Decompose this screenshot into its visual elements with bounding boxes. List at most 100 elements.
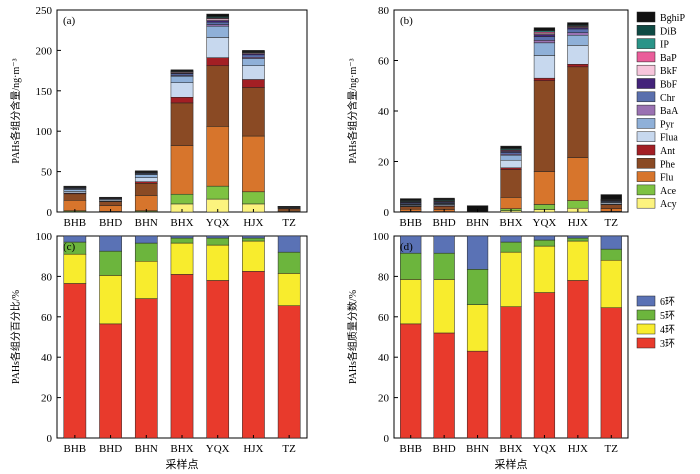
bar-segment-bhb-4环 [400, 279, 422, 325]
x-tick-label: BHB [64, 443, 87, 455]
legend-swatch-ring-1 [636, 295, 656, 307]
y-tick-label: 40 [41, 352, 53, 364]
legend-label-bap: BaP [660, 53, 677, 64]
bar-segment-bhx-bghip [170, 69, 194, 72]
bar-segment-hjx-flu [242, 135, 265, 193]
bar-segment-bhd-4环 [99, 275, 122, 325]
bar-segment-tz-5环 [600, 248, 622, 261]
bar-segment-hjx-phe [242, 87, 265, 137]
bar-segment-yqx-3环 [533, 292, 556, 439]
bar-segment-yqx-pyr [206, 25, 230, 38]
x-tick-label: BHN [135, 217, 158, 229]
legend-swatch-phe [636, 158, 656, 169]
bar-segment-bhx-phe [170, 102, 194, 146]
x-tick-label: YQX [533, 217, 557, 229]
bar-segment-bhd-bghip [433, 197, 455, 200]
legend-label-baa: BaA [660, 106, 679, 117]
x-tick-label: BHX [499, 443, 522, 455]
legend-label-ring-2: 5环 [660, 311, 675, 322]
bar-segment-bhb-phe [400, 206, 422, 210]
y-tick-label: 100 [36, 126, 53, 138]
x-tick-label: BHD [433, 443, 456, 455]
bar-segment-hjx-4环 [242, 240, 265, 272]
y-tick-label: 150 [36, 86, 53, 98]
bar-segment-hjx-5环 [567, 237, 589, 242]
y-tick-label: 80 [378, 5, 390, 17]
bar-segment-bhx-flua [500, 159, 522, 169]
x-tick-label: BHD [99, 443, 122, 455]
bar-segment-tz-bghip [600, 194, 622, 200]
bar-segment-hjx-bghip [567, 22, 589, 26]
y-tick-label: 20 [378, 393, 390, 405]
legend-swatch-ace [636, 184, 656, 196]
bar-segment-bhd-4环 [433, 279, 455, 334]
bar-segment-hjx-ace [242, 191, 265, 205]
panel-label: (c) [63, 241, 76, 253]
bar-segment-hjx-phe [567, 66, 589, 158]
legend-swatch-ip [636, 38, 656, 49]
y-axis-label: PAHs各组分含量/ng·m⁻³ [346, 58, 359, 163]
y-axis-label: PAHs各组分含量/ng·m⁻³ [9, 58, 22, 163]
x-tick-label: TZ [282, 443, 296, 455]
bar-segment-bhb-5环 [400, 252, 422, 280]
y-tick-label: 50 [41, 167, 53, 179]
chart-panel-1: 0 50 100 150 200 250 BHB BHD BHN BHX YQX HJX TZ (a) PA… [9, 5, 308, 229]
bar-segment-yqx-phe [206, 65, 230, 127]
legend-label-ring-1: 6环 [660, 297, 675, 308]
bar-segment-hjx-pyr [242, 58, 265, 67]
x-tick-label: BHN [466, 217, 489, 229]
legend-label-ring-4: 3环 [660, 339, 675, 350]
x-tick-label: BHX [170, 217, 193, 229]
x-axis-label: 采样点 [495, 457, 528, 471]
legend-swatch-flu [636, 171, 656, 182]
x-tick-label: HJX [568, 443, 588, 455]
y-tick-label: 0 [47, 433, 53, 445]
bar-segment-bhn-3环 [466, 350, 489, 439]
bar-segment-bhb-3环 [400, 323, 422, 439]
y-tick-label: 100 [373, 231, 390, 243]
bar-segment-bhb-6环 [400, 235, 422, 254]
y-tick-label: 60 [378, 312, 390, 324]
legend-label-bkf: BkF [660, 66, 678, 77]
bar-segment-bhd-6环 [99, 235, 122, 252]
chart-panel-3: 0 20 40 60 80 100 BHB BHD BHN BHX YQX HJX TZ (c) PAHs各… [9, 231, 308, 471]
x-tick-label: YQX [533, 443, 557, 455]
legend-swatch-ring-4 [636, 337, 656, 349]
legend-label-dib: DiB [660, 26, 677, 37]
bar-segment-bhx-bghip [500, 145, 522, 149]
legend-label-flua: Flua [660, 133, 678, 144]
x-tick-label: BHD [433, 217, 456, 229]
legend-swatch-ring-3 [636, 323, 656, 335]
legend-swatch-bap [636, 51, 656, 63]
legend-swatch-flua [636, 131, 656, 142]
bar-segment-yqx-ace [206, 185, 230, 200]
bar-segment-bhd-phe [99, 201, 122, 206]
bar-segment-bhd-3环 [433, 332, 455, 439]
y-tick-label: 100 [36, 231, 53, 243]
bar-segment-tz-4环 [600, 259, 622, 308]
bar-segment-hjx-6环 [567, 235, 589, 239]
y-tick-label: 20 [378, 157, 390, 169]
bar-segment-bhd-5环 [99, 250, 122, 276]
y-tick-label: 80 [41, 271, 53, 283]
bar-segment-yqx-bghip [533, 27, 556, 31]
bar-segment-bhx-3环 [170, 274, 194, 439]
bar-segment-bhb-3环 [63, 283, 87, 439]
legend-label-acy: Acy [660, 199, 677, 210]
bar-segment-bhn-4环 [134, 261, 158, 299]
x-tick-label: HJX [568, 217, 588, 229]
y-axis-label: PAHs各组分百分比/% [9, 290, 22, 384]
bar-segment-yqx-6环 [533, 235, 556, 241]
x-tick-label: BHN [466, 443, 489, 455]
y-tick-label: 0 [47, 207, 53, 219]
bar-segment-hjx-ace [567, 200, 589, 209]
legend-swatch-bkf [636, 64, 656, 76]
bar-segment-hjx-6环 [242, 235, 265, 239]
y-axis-label: PAHs各组质量分数/% [346, 290, 359, 384]
y-tick-label: 80 [378, 271, 390, 283]
x-tick-label: HJX [243, 217, 263, 229]
bar-segment-bhx-flu [500, 197, 522, 209]
bar-segment-hjx-5环 [242, 237, 265, 242]
legend-swatch-chr [636, 91, 656, 103]
legend-swatch-pyr [636, 118, 656, 129]
